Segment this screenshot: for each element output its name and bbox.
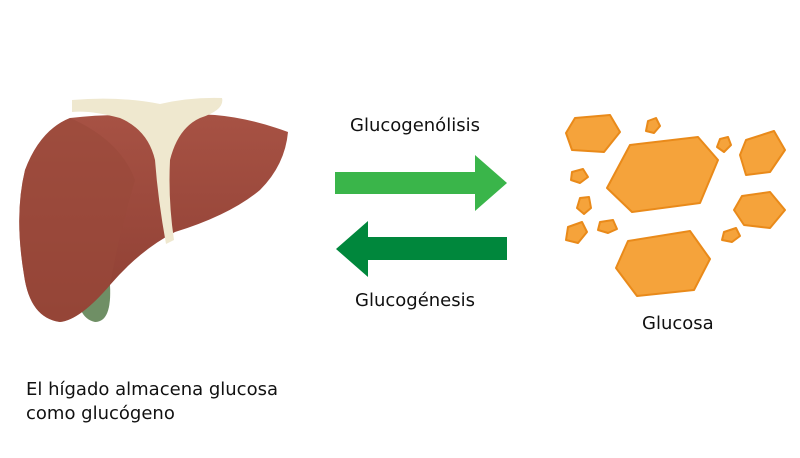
glycogenolysis-label: Glucogenólisis [350,115,480,136]
glucose-crystal [733,191,786,229]
glucose-label: Glucosa [642,313,714,334]
falciform-ligament [72,97,223,244]
glucose-crystal-large [606,136,719,213]
glucose-crystal-small [565,221,588,244]
arrow-left-icon [336,221,507,277]
glucose-crystals-icon [565,114,786,297]
caption-line-2: como glucógeno [26,403,175,424]
liver-left-lobe [19,118,135,322]
glucose-crystal-small [645,117,661,134]
caption-line-1: El hígado almacena glucosa [26,379,278,400]
glucose-crystal-small [576,196,592,215]
glucose-crystal [739,130,786,176]
glucose-crystal-small [570,168,589,184]
glucose-crystal [615,230,711,297]
glycogenesis-label: Glucogénesis [355,290,476,311]
liver-caption: El hígado almacena glucosa como glucógen… [26,378,278,426]
glucose-crystal [565,114,621,153]
glucose-crystal-small [597,219,618,234]
arrow-right-icon [335,155,507,211]
glucose-crystal-small [716,136,732,153]
liver-icon [19,97,288,322]
glucose-crystal-small [721,227,741,243]
